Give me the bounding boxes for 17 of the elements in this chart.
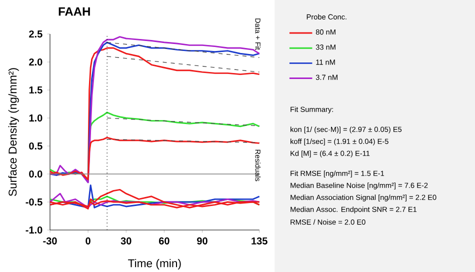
y-tick-label: -0.5 bbox=[26, 198, 42, 206]
y-tick-label: 1.0 bbox=[29, 114, 42, 122]
x-tick-label: 135 bbox=[252, 237, 268, 244]
y-tick-label: 2.0 bbox=[29, 58, 42, 66]
y-tick-label: -1.0 bbox=[26, 226, 42, 234]
x-tick-label: 0 bbox=[86, 237, 90, 244]
y-tick-label: 0.5 bbox=[29, 142, 42, 150]
x-tick-label: 30 bbox=[120, 237, 132, 244]
chart-title: FAAH bbox=[58, 7, 90, 16]
x-axis-title: Time (min) bbox=[128, 258, 181, 270]
y-axis-title: Surface Density (ng/mm²) bbox=[8, 68, 19, 196]
x-tick-label: 90 bbox=[197, 237, 208, 244]
y-tick-label: 0.0 bbox=[29, 170, 42, 178]
y-tick-label: 2.5 bbox=[29, 30, 42, 38]
y-tick-label: 1.5 bbox=[29, 86, 42, 94]
x-tick-label: -30 bbox=[43, 237, 57, 244]
x-tick-label: 60 bbox=[159, 237, 170, 244]
